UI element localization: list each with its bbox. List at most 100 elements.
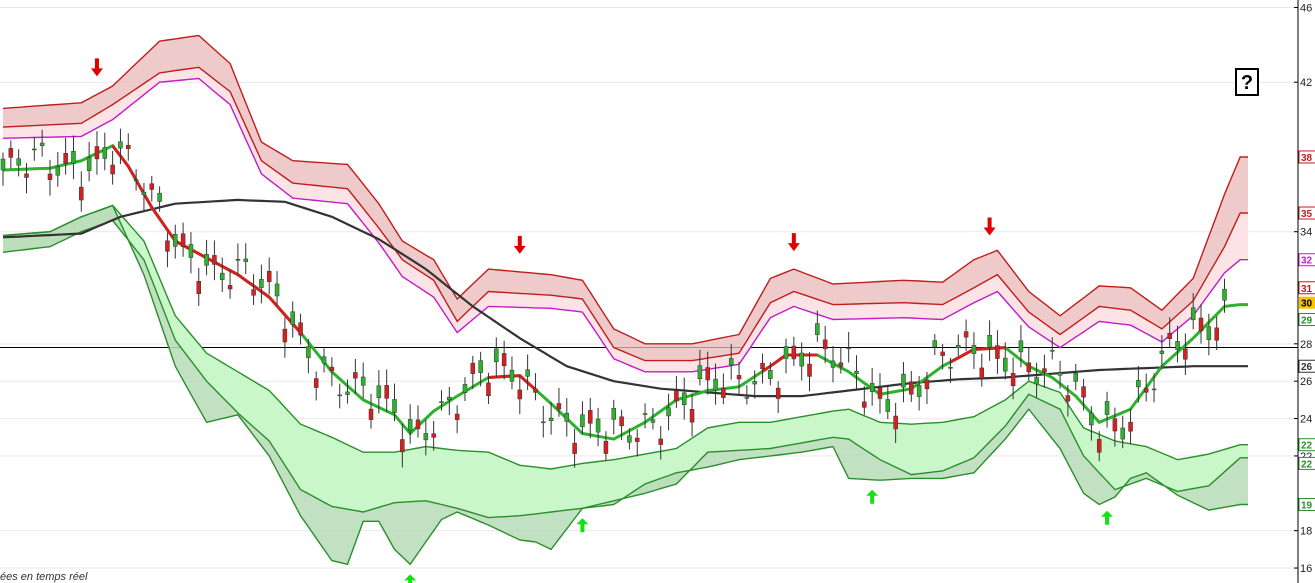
candle-body <box>407 419 413 431</box>
candle-body <box>1104 401 1110 415</box>
candle-body <box>1190 307 1196 321</box>
candle-body <box>337 394 342 397</box>
candle-body <box>705 367 710 381</box>
candle-body <box>368 408 374 420</box>
price-marker-label: 26 <box>1301 362 1313 373</box>
price-marker-label: 35 <box>1301 209 1313 220</box>
candle-body <box>282 328 288 343</box>
buy-arrow <box>576 518 589 533</box>
candle-body <box>86 157 92 171</box>
lower-band-outer-line <box>2 204 1248 566</box>
candle-body <box>627 435 632 443</box>
candle-body <box>0 158 6 171</box>
candle-body <box>901 373 906 388</box>
candle-body <box>1010 373 1016 386</box>
candle-body <box>807 363 812 377</box>
price-marker-box <box>1298 206 1315 220</box>
candle-body <box>165 240 170 252</box>
price-marker-box <box>1298 281 1315 295</box>
candle-body <box>666 407 671 417</box>
candle-body <box>470 362 476 374</box>
candle-body <box>548 417 554 421</box>
candle-body <box>173 234 178 247</box>
candle-body <box>1018 340 1024 353</box>
price-marker-box <box>1298 313 1315 327</box>
price-marker-label: 19 <box>1301 501 1313 512</box>
candle-body <box>948 367 953 369</box>
candle-body <box>650 419 656 423</box>
candle-body <box>8 148 14 158</box>
candle-body <box>885 399 891 412</box>
question-mark[interactable]: ? <box>1241 72 1253 94</box>
candle-body <box>611 408 617 420</box>
candle-body <box>360 376 366 386</box>
candle-body <box>564 412 570 422</box>
candle-body <box>486 382 491 397</box>
candle-body <box>423 433 429 441</box>
upper-band-inner-fill <box>3 67 1248 372</box>
candle-body <box>1081 386 1086 398</box>
candle-body <box>94 146 100 160</box>
candle-body <box>329 366 335 371</box>
candle-body <box>392 399 397 413</box>
candle-body <box>118 141 123 149</box>
candle-body <box>353 372 358 379</box>
candle-body <box>775 387 781 399</box>
price-marker-box <box>1298 253 1315 267</box>
candle-body <box>384 385 389 399</box>
candle-body <box>916 385 922 397</box>
buy-arrow <box>404 574 417 583</box>
indicator-lines <box>2 34 1248 566</box>
candle-body <box>1049 350 1055 352</box>
candle-body <box>815 323 820 335</box>
candle-body <box>1034 377 1039 385</box>
candle-body <box>799 352 804 367</box>
candle-body <box>298 322 303 336</box>
candle-body <box>157 192 162 202</box>
candle-body <box>1128 421 1133 432</box>
candle-body <box>979 367 985 379</box>
sell-arrow <box>787 233 800 252</box>
candle-body <box>133 179 139 182</box>
candle-body <box>893 415 898 430</box>
candle-body <box>478 360 483 373</box>
candle-body <box>619 416 624 427</box>
candle-body <box>141 191 147 196</box>
candle-body <box>79 186 84 201</box>
envelope-bands <box>3 35 1248 565</box>
candle-body <box>243 258 248 262</box>
candle-body <box>689 409 695 423</box>
candle-body <box>63 153 68 165</box>
candle-body <box>932 340 938 348</box>
candle-body <box>924 379 930 390</box>
candle-body <box>752 381 757 385</box>
price-marker-label: 30 <box>1301 299 1313 310</box>
upper-band-outer-line <box>2 34 1248 345</box>
question-box[interactable]: ? <box>1235 68 1259 96</box>
candle-body <box>869 383 875 392</box>
buy-arrow <box>1101 510 1114 525</box>
candle-body <box>415 419 421 430</box>
candle-body <box>501 353 507 367</box>
price-marker-box <box>1298 438 1315 452</box>
candle-body <box>290 311 295 326</box>
candle-body <box>1183 348 1188 360</box>
price-marker-label: 31 <box>1301 284 1313 295</box>
candle-body <box>439 401 444 403</box>
candle-body <box>572 442 577 454</box>
candle-body <box>987 334 992 348</box>
candle-body <box>1003 357 1008 372</box>
candle-body <box>854 370 859 374</box>
candle-body <box>721 388 726 398</box>
candle-body <box>227 285 233 290</box>
candle-body <box>204 253 209 266</box>
price-marker-label: 22 <box>1301 459 1313 470</box>
candle-body <box>556 403 562 410</box>
price-marker-box <box>1298 359 1315 373</box>
candle-body <box>595 418 601 433</box>
candle-body <box>995 345 1000 359</box>
candle-body <box>588 410 593 424</box>
candle-body <box>1136 380 1141 388</box>
candle-body <box>110 164 115 175</box>
